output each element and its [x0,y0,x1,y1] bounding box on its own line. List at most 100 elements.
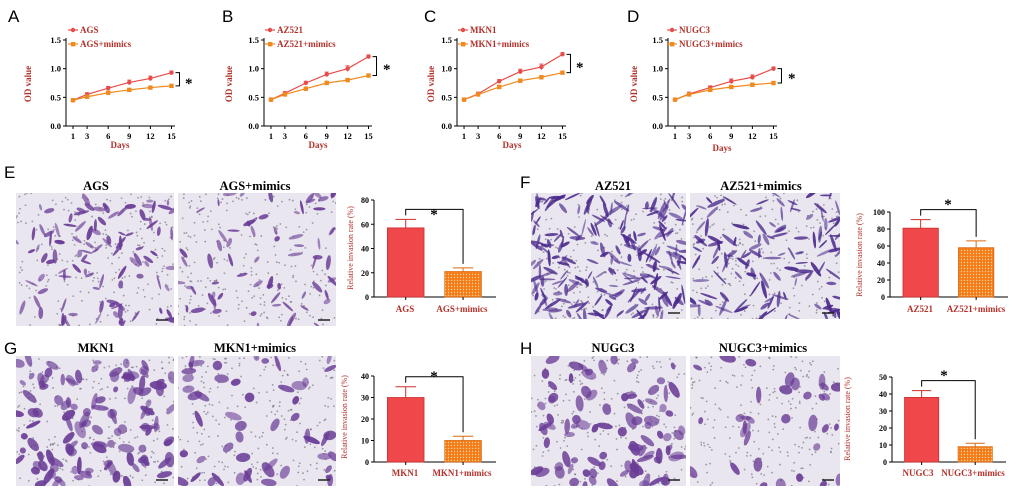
membrane-pore [58,253,61,255]
membrane-pore [651,365,654,368]
membrane-pore [47,278,50,281]
image-title: NUGC3+mimics [719,341,807,355]
membrane-pore [814,451,817,454]
membrane-pore [78,324,81,326]
membrane-pore [233,471,236,474]
membrane-pore [198,213,201,216]
membrane-pore [710,317,713,319]
membrane-pore [131,385,134,387]
stained-cell [548,395,556,404]
membrane-pore [259,303,262,306]
stained-cell [680,255,686,264]
micrograph-image [178,356,336,486]
membrane-pore [280,464,283,467]
data-point-control [345,66,350,71]
stained-cell [650,206,666,220]
membrane-pore [260,313,263,315]
membrane-pore [209,387,212,390]
y-tick-label: 80 [877,225,885,234]
stained-cell [818,393,826,401]
membrane-pore [305,311,308,314]
membrane-pore [252,466,255,468]
membrane-pore [578,216,580,218]
stained-cell [16,454,25,465]
membrane-pore [89,323,91,326]
membrane-pore [187,235,190,238]
membrane-pore [794,406,797,409]
stained-cell [665,410,674,417]
legend-control-marker [669,27,675,33]
stained-cell [567,302,586,309]
stained-cell [722,233,738,247]
membrane-pore [321,269,324,272]
membrane-pore [798,391,801,394]
membrane-pore [580,193,583,195]
stained-cell [818,231,823,241]
membrane-pore [790,356,792,358]
membrane-pore [810,363,813,366]
stained-cell [544,196,555,212]
membrane-pore [663,222,666,224]
stained-cell [707,240,724,247]
stained-cell [541,293,549,300]
membrane-pore [725,380,727,383]
stained-cell [159,307,163,314]
membrane-pore [18,404,21,407]
data-point-mimics [84,94,90,99]
stained-cell [196,207,205,213]
membrane-pore [635,213,638,216]
x-tick-label: 1 [673,131,677,141]
membrane-pore [205,413,208,416]
stained-cell [813,443,821,451]
membrane-pore [305,368,308,371]
stained-cell [819,194,832,197]
stained-cell [649,245,657,262]
membrane-pore [29,419,31,422]
membrane-pore [659,198,662,200]
membrane-pore [298,226,301,228]
stained-cell [660,265,673,271]
membrane-pore [698,268,701,271]
stained-cell [658,296,661,313]
stained-cell [532,224,536,236]
membrane-pore [735,257,738,260]
membrane-pore [706,471,709,474]
membrane-pore [702,247,705,250]
membrane-pore [179,240,182,243]
membrane-pore [780,302,782,305]
stained-cell [558,254,568,265]
stained-cell [207,477,216,486]
data-point-control [148,76,153,81]
stained-cell [77,249,83,258]
membrane-pore [218,401,221,404]
membrane-pore [560,421,563,424]
significance-bracket [566,53,571,74]
stained-cell [627,443,644,452]
membrane-pore [798,451,800,454]
significance-bracket [405,376,464,433]
membrane-pore [676,376,679,379]
stained-cell [119,320,126,326]
membrane-pore [232,200,234,203]
membrane-pore [156,256,159,259]
line-chart-b: OD value Days AZ521 AZ521+mimics * [224,25,391,150]
membrane-pore [248,312,251,315]
membrane-pore [256,478,259,481]
membrane-pore [680,238,683,240]
membrane-pore [638,245,640,248]
membrane-pore [734,276,737,279]
membrane-pore [99,469,102,472]
y-tick-label: 1.5 [248,35,259,45]
stained-cell [156,274,162,290]
membrane-pore [221,445,224,448]
membrane-pore [829,393,831,395]
membrane-pore [541,455,544,457]
stained-cell [700,292,718,300]
membrane-pore [97,475,100,478]
membrane-pore [773,292,776,295]
membrane-pore [580,300,583,302]
series-line-mimics [463,72,563,101]
membrane-pore [808,238,810,240]
stained-cell [287,252,303,257]
data-point-control [518,69,523,74]
